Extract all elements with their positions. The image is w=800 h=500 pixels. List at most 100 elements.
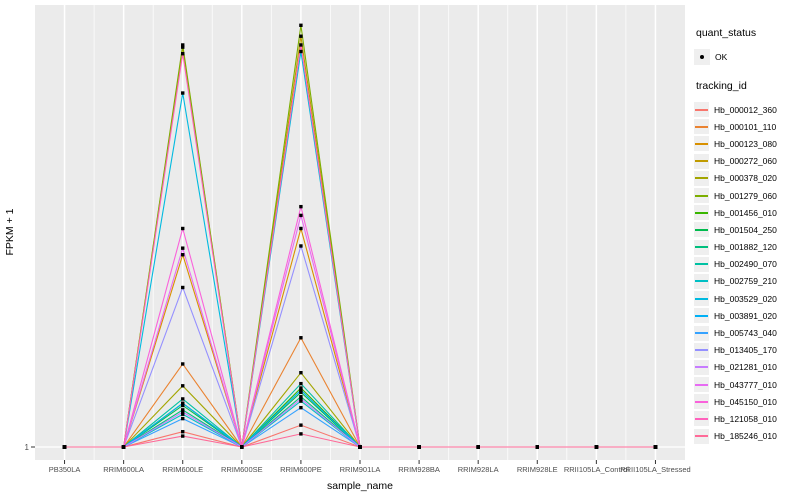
legend-item-Hb_002490_070: Hb_002490_070 xyxy=(694,256,800,273)
ok-point xyxy=(358,445,362,449)
ok-point xyxy=(181,434,185,438)
ok-point xyxy=(181,384,185,388)
ok-point xyxy=(299,397,303,401)
legend-label: Hb_021281_010 xyxy=(714,362,777,373)
ok-point xyxy=(299,49,303,54)
legend-line-swatch xyxy=(695,366,708,369)
legend-key xyxy=(694,188,709,204)
ok-point xyxy=(181,246,185,250)
legend-key xyxy=(694,205,709,221)
legend-line-swatch xyxy=(695,263,708,266)
legend-line-swatch xyxy=(695,417,708,420)
legend-item-Hb_001279_060: Hb_001279_060 xyxy=(694,187,800,204)
legend-label: Hb_043777_010 xyxy=(714,379,777,390)
ok-point xyxy=(299,204,303,209)
legend-item-Hb_000378_020: Hb_000378_020 xyxy=(694,170,800,187)
ok-point xyxy=(181,403,185,408)
line-chart: PB350LA RRIM600LA RRIM600LE RRIM600SE RRIM60… xyxy=(4,5,691,492)
ok-point xyxy=(181,416,185,421)
legend-line-swatch xyxy=(695,142,708,145)
ok-point xyxy=(299,226,303,231)
legend-key xyxy=(694,394,709,410)
ok-point xyxy=(181,91,185,95)
legend-key xyxy=(694,136,709,152)
legend-line-swatch xyxy=(695,108,708,111)
legend-line-swatch xyxy=(695,332,708,335)
ok-point xyxy=(299,381,303,386)
legend-key xyxy=(694,273,709,289)
legend-item-Hb_001456_010: Hb_001456_010 xyxy=(694,204,800,221)
y-tick-label: 1 xyxy=(25,443,30,452)
ok-point xyxy=(299,386,303,390)
ok-point xyxy=(417,445,421,449)
legend-key xyxy=(694,222,709,238)
ok-point xyxy=(299,390,303,395)
legend-label: Hb_002759_210 xyxy=(714,276,777,287)
legend-line-swatch xyxy=(695,349,708,352)
legend-label: Hb_005743_040 xyxy=(714,328,777,339)
legend-key xyxy=(694,308,709,324)
legend-label: Hb_001456_010 xyxy=(714,207,777,218)
x-axis-title: sample_name xyxy=(327,480,393,492)
legend-line-swatch xyxy=(695,297,708,300)
legend-item-ok: OK xyxy=(694,48,800,66)
legend-label: Hb_045150_010 xyxy=(714,396,777,407)
legend-line-swatch xyxy=(695,228,708,231)
ok-point xyxy=(299,432,303,436)
legend-key xyxy=(694,239,709,255)
legend-line-swatch xyxy=(695,177,708,180)
ok-point xyxy=(181,410,185,414)
ok-point xyxy=(535,445,539,449)
ok-point xyxy=(299,399,303,403)
legend-item-Hb_013405_170: Hb_013405_170 xyxy=(694,342,800,359)
legend-line-swatch xyxy=(695,383,708,386)
ok-point xyxy=(299,388,303,392)
ok-point xyxy=(181,430,185,434)
ok-point xyxy=(181,43,185,47)
ok-point xyxy=(299,244,303,248)
legend-key-ok xyxy=(694,49,710,65)
legend-key xyxy=(694,153,709,169)
legend-label: Hb_013405_170 xyxy=(714,345,777,356)
ok-point xyxy=(181,408,185,412)
legend-line-swatch xyxy=(695,125,708,128)
ok-point xyxy=(181,45,185,49)
ok-point xyxy=(181,285,185,290)
x-tick-label: RRIM928LE xyxy=(517,465,558,474)
x-tick-label: RRIM928LA xyxy=(458,465,499,474)
ok-point xyxy=(476,445,480,449)
legend-title-tracking-id: tracking_id xyxy=(696,80,747,92)
legend-label: Hb_000272_060 xyxy=(714,156,777,167)
legend-item-Hb_121058_010: Hb_121058_010 xyxy=(694,410,800,427)
ok-point xyxy=(181,362,185,366)
x-tick-label: RRIM600LE xyxy=(162,465,203,474)
legend-label: Hb_003891_020 xyxy=(714,310,777,321)
legend-item-Hb_045150_010: Hb_045150_010 xyxy=(694,393,800,410)
legend-line-swatch xyxy=(695,194,708,197)
legend-line-swatch xyxy=(695,314,708,317)
legend-line-swatch xyxy=(695,280,708,283)
ok-point-icon xyxy=(700,55,704,59)
legend-title-quant-status: quant_status xyxy=(696,27,757,39)
ok-point xyxy=(299,213,303,218)
ok-point xyxy=(181,412,185,416)
y-axis-title: FPKM + 1 xyxy=(4,208,16,255)
legend-item-Hb_001504_250: Hb_001504_250 xyxy=(694,221,800,238)
legend-label: Hb_001504_250 xyxy=(714,224,777,235)
ok-point xyxy=(594,445,599,449)
legend-label: Hb_000123_080 xyxy=(714,138,777,149)
legend-item-Hb_043777_010: Hb_043777_010 xyxy=(694,376,800,393)
legend-line-swatch xyxy=(695,211,708,214)
ok-point xyxy=(181,401,185,405)
legend-label: Hb_185246_010 xyxy=(714,431,777,442)
legend-item-Hb_000272_060: Hb_000272_060 xyxy=(694,153,800,170)
ok-point xyxy=(299,34,303,38)
legend-label: Hb_003529_020 xyxy=(714,293,777,304)
legend-item-Hb_000012_360: Hb_000012_360 xyxy=(694,101,800,118)
legend-key xyxy=(694,291,709,307)
legend: quant_status OK tracking_id Hb_000012_36… xyxy=(694,27,800,445)
x-tick-label: RRIM901LA xyxy=(340,465,381,474)
ok-point xyxy=(181,226,185,231)
legend-label: Hb_121058_010 xyxy=(714,413,777,424)
